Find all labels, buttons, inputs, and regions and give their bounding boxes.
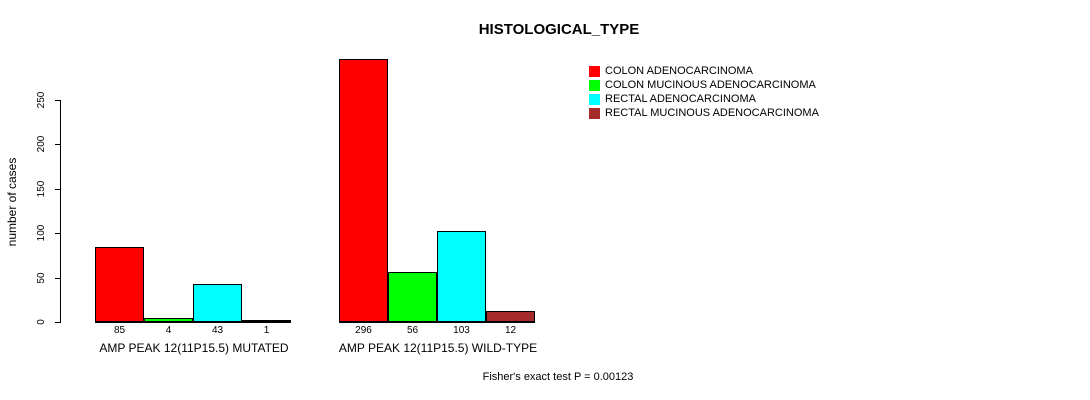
y-axis-tick-label: 0 xyxy=(36,319,47,325)
y-axis-label: number of cases xyxy=(5,157,19,247)
fisher-test-footnote: Fisher's exact test P = 0.00123 xyxy=(482,371,634,383)
value-labels-wild-type: 296 56 103 12 xyxy=(339,326,535,336)
bar-rectal-mucinous-adenocarcinoma xyxy=(242,320,291,322)
y-axis-tick xyxy=(55,144,60,145)
legend-item: RECTAL MUCINOUS ADENOCARCINOMA xyxy=(589,106,819,120)
y-axis-tick xyxy=(55,278,60,279)
legend-item: COLON MUCINOUS ADENOCARCINOMA xyxy=(589,78,819,92)
bar-value-label: 43 xyxy=(211,325,224,336)
y-axis-tick xyxy=(55,233,60,234)
y-axis-tick xyxy=(55,189,60,190)
y-axis-tick xyxy=(55,322,60,323)
y-axis-tick xyxy=(55,100,60,101)
bar-value-label: 1 xyxy=(263,325,270,336)
bar-value-label: 4 xyxy=(165,325,172,336)
legend-label: COLON ADENOCARCINOMA xyxy=(605,64,753,77)
x-axis-group-label-mutated: AMP PEAK 12(11P15.5) MUTATED xyxy=(99,341,289,355)
y-axis-tick-label: 50 xyxy=(36,272,47,284)
bar-group-mutated xyxy=(95,0,291,323)
legend-swatch-icon xyxy=(589,107,600,119)
bar-rectal-adenocarcinoma xyxy=(437,231,486,322)
bar-rectal-adenocarcinoma xyxy=(193,284,242,322)
bar-value-label: 56 xyxy=(406,325,419,336)
y-axis-line xyxy=(60,100,61,323)
bar-colon-adenocarcinoma xyxy=(95,247,144,322)
legend-item: COLON ADENOCARCINOMA xyxy=(589,64,819,78)
bar-value-label: 12 xyxy=(504,325,517,336)
bar-value-label: 85 xyxy=(113,325,126,336)
bar-rectal-mucinous-adenocarcinoma xyxy=(486,311,535,322)
legend-label: COLON MUCINOUS ADENOCARCINOMA xyxy=(605,78,816,91)
bar-group-wild-type xyxy=(339,0,535,323)
legend: COLON ADENOCARCINOMA COLON MUCINOUS ADEN… xyxy=(589,64,819,120)
y-axis-tick-label: 150 xyxy=(36,180,47,198)
value-labels-mutated: 85 4 43 1 xyxy=(95,326,291,336)
bar-value-label: 103 xyxy=(453,325,470,336)
legend-item: RECTAL ADENOCARCINOMA xyxy=(589,92,819,106)
bar-colon-mucinous-adenocarcinoma xyxy=(144,318,193,322)
y-axis-tick-label: 200 xyxy=(36,135,47,153)
bar-colon-adenocarcinoma xyxy=(339,59,388,322)
x-axis-group-label-wild-type: AMP PEAK 12(11P15.5) WILD-TYPE xyxy=(338,341,538,355)
legend-label: RECTAL ADENOCARCINOMA xyxy=(605,92,756,105)
y-axis-tick-label: 250 xyxy=(36,91,47,109)
legend-swatch-icon xyxy=(589,65,600,77)
bar-colon-mucinous-adenocarcinoma xyxy=(388,272,437,322)
legend-label: RECTAL MUCINOUS ADENOCARCINOMA xyxy=(605,106,819,119)
y-axis-tick-label: 100 xyxy=(36,224,47,242)
chart-title: HISTOLOGICAL_TYPE xyxy=(478,21,640,38)
legend-swatch-icon xyxy=(589,93,600,105)
legend-swatch-icon xyxy=(589,79,600,91)
bar-value-label: 296 xyxy=(355,325,372,336)
